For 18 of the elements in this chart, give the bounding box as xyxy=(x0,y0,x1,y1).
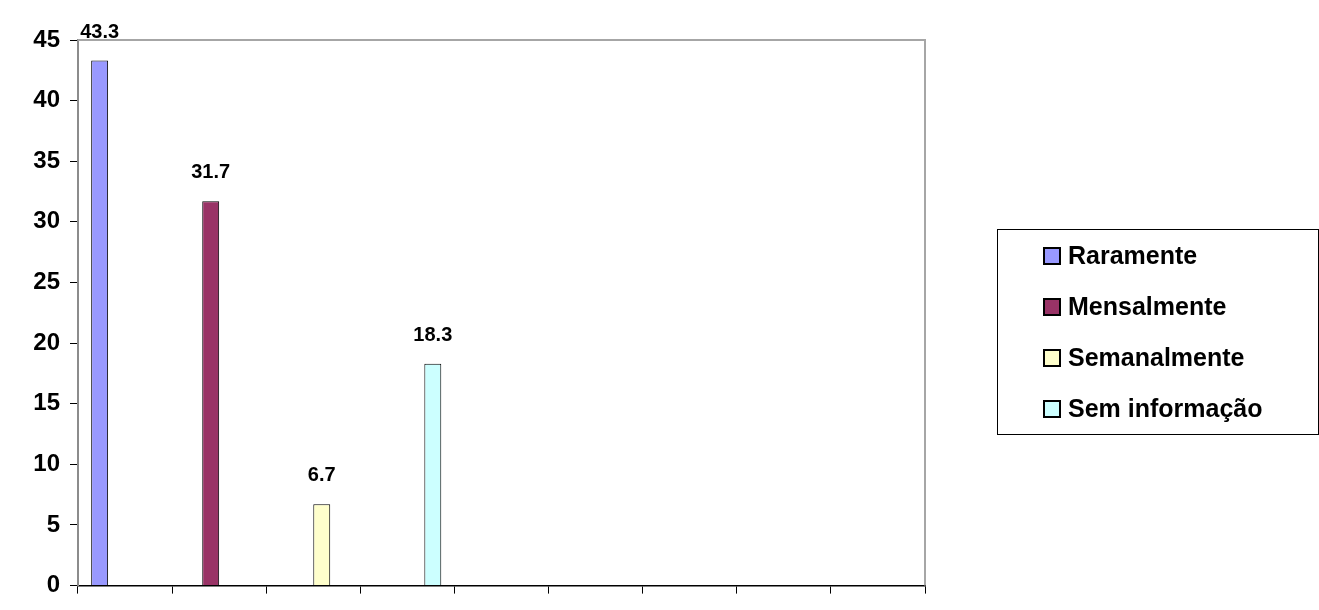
y-tick-label: 25 xyxy=(33,267,60,295)
data-label: 18.3 xyxy=(413,322,453,345)
data-label: 31.7 xyxy=(191,160,231,183)
data-label: 43.3 xyxy=(80,19,120,42)
y-tick-label: 30 xyxy=(33,206,60,234)
legend-label: Raramente xyxy=(1068,241,1198,270)
legend-label: Sem informação xyxy=(1068,394,1263,423)
y-tick-label: 40 xyxy=(33,85,60,113)
y-tick-label: 20 xyxy=(33,327,60,355)
legend-label: Mensalmente xyxy=(1068,292,1227,321)
y-tick-label: 15 xyxy=(33,388,60,416)
y-tick-label: 10 xyxy=(33,448,60,476)
y-tick-label: 45 xyxy=(33,24,60,52)
data-label: 6.7 xyxy=(307,463,336,486)
y-tick-label: 35 xyxy=(33,145,60,173)
y-tick-label: 5 xyxy=(46,509,60,537)
y-tick-label: 0 xyxy=(46,570,60,598)
legend-label: Semanalmente xyxy=(1068,343,1245,372)
